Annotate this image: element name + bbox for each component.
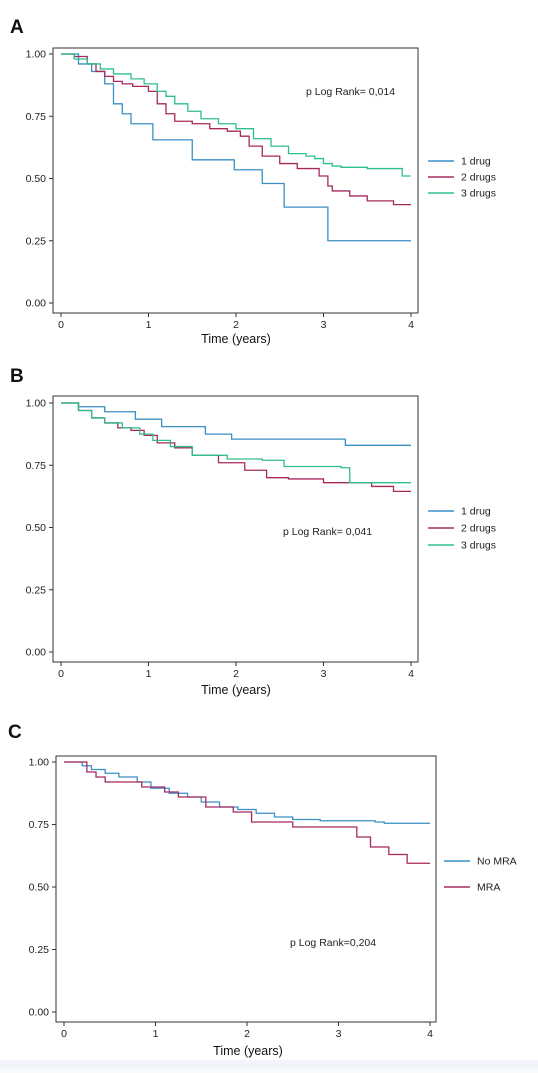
panel-a-marks: 0.00 0.25 0.50 0.75 1.00 0 1 2 3 4 xyxy=(26,49,415,332)
panel-a-annotation: p Log Rank= 0,014 xyxy=(306,86,395,98)
panel-a-letter: A xyxy=(10,17,24,38)
km-curve-2-drugs xyxy=(61,53,411,206)
x-tick-label: 3 xyxy=(321,319,327,331)
y-tick-label: 0.25 xyxy=(26,584,47,596)
x-tick-label: 0 xyxy=(61,1028,67,1040)
panel-c-x-axis-label: Time (years) xyxy=(213,1044,283,1058)
y-tick-label: 0.75 xyxy=(26,460,47,472)
y-tick-label: 0.00 xyxy=(26,298,47,310)
km-curve-3-drugs xyxy=(61,402,411,484)
y-tick-label: 0.25 xyxy=(29,944,50,956)
y-tick-label: 0.75 xyxy=(29,819,50,831)
panel-b: B 0.00 0.25 0.50 0.75 1.00 0 1 2 3 4 p Log Rank= … xyxy=(10,366,496,697)
y-tick-label: 0.50 xyxy=(29,882,50,894)
x-tick-label: 2 xyxy=(233,319,239,331)
panel-c-letter: C xyxy=(8,722,22,743)
y-tick-label: 0.50 xyxy=(26,173,47,185)
y-tick-label: 0.25 xyxy=(26,235,47,247)
x-tick-label: 3 xyxy=(336,1028,342,1040)
y-tick-label: 1.00 xyxy=(26,398,47,410)
x-tick-label: 1 xyxy=(146,319,152,331)
panel-b-annotation: p Log Rank= 0,041 xyxy=(283,526,372,538)
km-curve-3-drugs xyxy=(61,53,411,177)
panel-c-legend: No MRA MRA xyxy=(444,856,517,894)
legend-label: 2 drugs xyxy=(461,172,496,184)
y-tick-label: 1.00 xyxy=(29,757,50,769)
legend-label: MRA xyxy=(477,882,500,894)
x-tick-label: 0 xyxy=(58,319,64,331)
x-tick-label: 3 xyxy=(321,668,327,680)
x-tick-label: 4 xyxy=(427,1028,433,1040)
x-tick-label: 2 xyxy=(233,668,239,680)
panel-a: A 0.00 0.25 0.50 0.75 1.00 0 1 2 3 4 p Log Rank= … xyxy=(10,17,496,346)
panel-c-marks: 0.00 0.25 0.50 0.75 1.00 0 1 2 3 4 xyxy=(29,757,434,1041)
x-tick-label: 1 xyxy=(153,1028,159,1040)
y-tick-label: 1.00 xyxy=(26,49,47,61)
panel-a-legend: 1 drug 2 drugs 3 drugs xyxy=(428,156,496,200)
legend-label: 3 drugs xyxy=(461,188,496,200)
km-curve-1-drug xyxy=(61,402,411,446)
x-tick-label: 4 xyxy=(408,668,414,680)
panel-b-marks: 0.00 0.25 0.50 0.75 1.00 0 1 2 3 4 xyxy=(26,398,415,681)
panel-c-plot-frame xyxy=(55,755,437,1023)
panel-b-x-axis-label: Time (years) xyxy=(201,683,271,697)
panel-b-legend: 1 drug 2 drugs 3 drugs xyxy=(428,506,496,552)
km-curve-1-drug xyxy=(61,53,411,242)
panel-b-letter: B xyxy=(10,366,24,387)
y-tick-label: 0.75 xyxy=(26,111,47,123)
legend-label: No MRA xyxy=(477,856,517,868)
legend-label: 1 drug xyxy=(461,506,491,518)
km-curve-no-mra xyxy=(64,761,430,824)
panel-c: C 0.00 0.25 0.50 0.75 1.00 0 1 2 3 4 p Log Rank=0… xyxy=(8,722,517,1058)
y-tick-label: 0.50 xyxy=(26,522,47,534)
panel-c-annotation: p Log Rank=0,204 xyxy=(290,937,376,949)
legend-label: 2 drugs xyxy=(461,523,496,535)
panel-a-x-axis-label: Time (years) xyxy=(201,332,271,346)
x-tick-label: 2 xyxy=(244,1028,250,1040)
legend-label: 1 drug xyxy=(461,156,491,168)
x-tick-label: 4 xyxy=(408,319,414,331)
y-tick-label: 0.00 xyxy=(29,1007,50,1019)
x-tick-label: 0 xyxy=(58,668,64,680)
km-curve-mra xyxy=(64,761,430,864)
x-tick-label: 1 xyxy=(146,668,152,680)
y-tick-label: 0.00 xyxy=(26,647,47,659)
bottom-band xyxy=(0,1060,538,1068)
legend-label: 3 drugs xyxy=(461,540,496,552)
